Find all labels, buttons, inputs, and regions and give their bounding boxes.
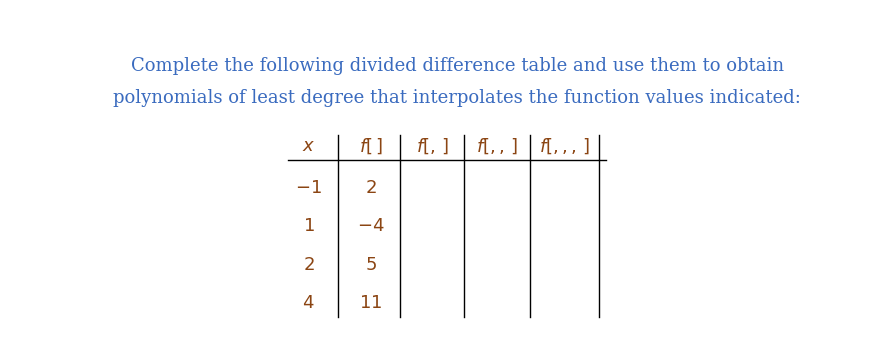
Text: polynomials of least degree that interpolates the function values indicated:: polynomials of least degree that interpo… xyxy=(113,89,801,107)
Text: $x$: $x$ xyxy=(301,137,315,155)
Text: Complete the following divided difference table and use them to obtain: Complete the following divided differenc… xyxy=(130,57,784,76)
Text: $f[,\,]$: $f[,\,]$ xyxy=(417,136,450,156)
Text: $11$: $11$ xyxy=(359,295,383,313)
Text: $-4$: $-4$ xyxy=(357,217,384,235)
Text: $f[,,,\,]$: $f[,,,\,]$ xyxy=(539,136,590,156)
Text: $4$: $4$ xyxy=(302,295,315,313)
Text: $-1$: $-1$ xyxy=(295,179,322,197)
Text: $f[\,]$: $f[\,]$ xyxy=(359,136,383,156)
Text: $f[,,\,]$: $f[,,\,]$ xyxy=(476,136,518,156)
Text: $1$: $1$ xyxy=(302,217,314,235)
Text: $5$: $5$ xyxy=(365,256,376,274)
Text: $2$: $2$ xyxy=(302,256,314,274)
Text: $2$: $2$ xyxy=(365,179,376,197)
